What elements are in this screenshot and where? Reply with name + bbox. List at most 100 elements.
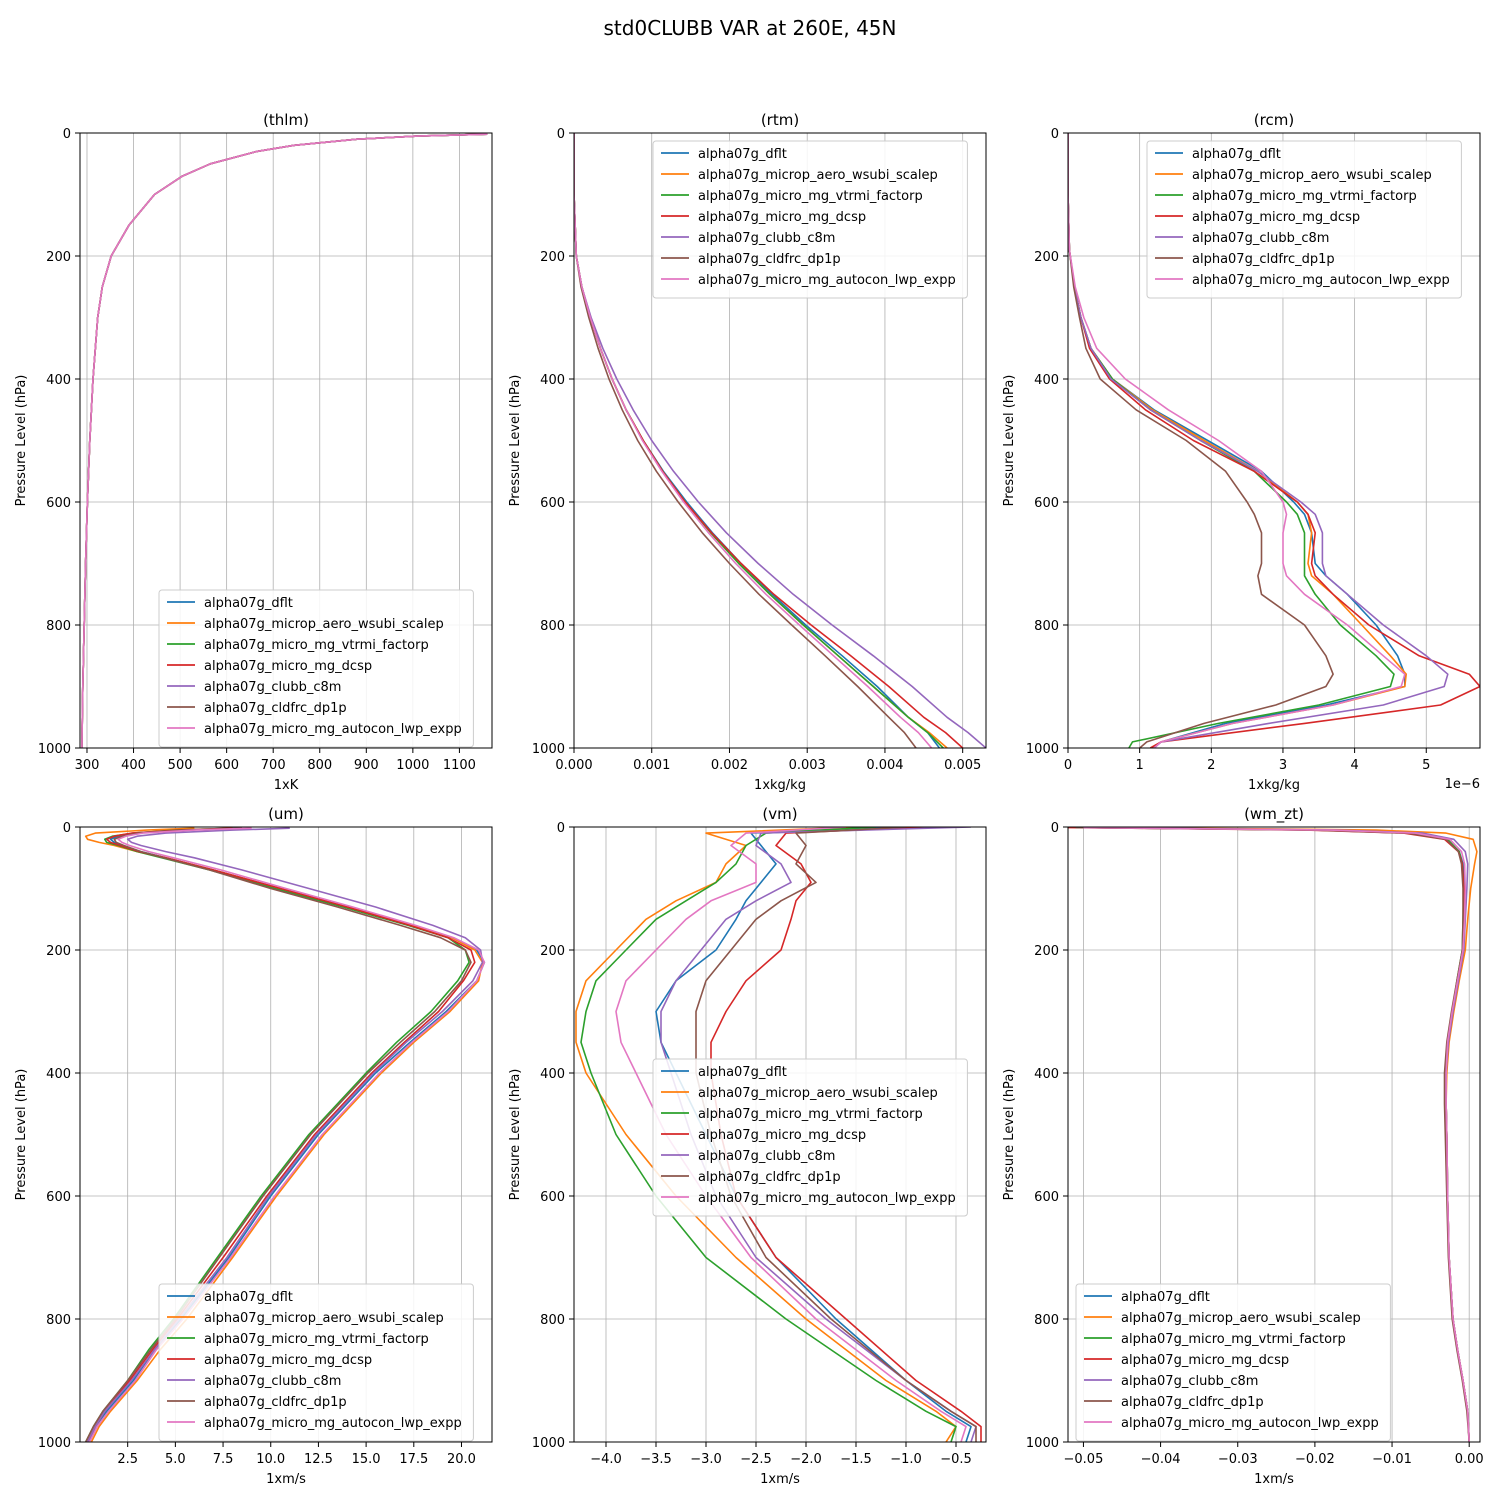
legend: alpha07g_dflt alpha07g_microp_aero_wsubi_…: [158, 589, 474, 748]
x-tick-label: −3.5: [640, 1452, 672, 1467]
legend-entry: alpha07g_micro_mg_vtrmi_factorp: [698, 1107, 923, 1122]
y-tick-label: 1000: [532, 742, 565, 757]
x-tick-label: −3.0: [690, 1452, 722, 1467]
axes-frame: [573, 826, 987, 1443]
y-tick-label: 1000: [532, 1436, 565, 1451]
legend-entry: alpha07g_micro_mg_vtrmi_factorp: [698, 189, 923, 204]
y-axis-label: Pressure Level (hPa): [14, 1069, 29, 1201]
x-tick-label: 1: [1136, 758, 1144, 773]
axes-frame: [1067, 826, 1481, 1443]
x-tick-label: 0.003: [789, 758, 826, 773]
x-tick-label: −0.01: [1372, 1452, 1412, 1467]
x-tick-label: 300: [75, 758, 100, 773]
y-tick-label: 400: [1034, 1067, 1059, 1082]
x-tick-label: 400: [121, 758, 146, 773]
legend-entry: alpha07g_micro_mg_vtrmi_factorp: [1192, 189, 1417, 204]
y-tick-label: 0: [1051, 821, 1059, 836]
y-tick-label: 600: [1034, 1190, 1059, 1205]
subplot-1: 0.000 0.001 0.002 0.003 0.004 0.005 0 200 400 600…: [508, 111, 987, 793]
series-line-3: [710, 827, 982, 1442]
y-tick-label: 0: [63, 821, 71, 836]
y-tick-label: 800: [46, 1313, 71, 1328]
legend-box: [1146, 140, 1462, 299]
x-tick-label: 5: [1422, 758, 1430, 773]
legend-entry: alpha07g_dflt: [1192, 147, 1281, 162]
x-tick-label: 15.0: [352, 1452, 381, 1467]
y-tick-label: 400: [540, 1067, 565, 1082]
legend-entry: alpha07g_microp_aero_wsubi_scalep: [1192, 168, 1432, 183]
series-line-5: [695, 827, 977, 1442]
y-axis-label: Pressure Level (hPa): [508, 1069, 523, 1201]
y-tick-label: 400: [46, 373, 71, 388]
x-tick-label: −0.05: [1064, 1452, 1104, 1467]
subplot-title: (vm): [762, 805, 797, 823]
x-axis-label: 1xm/s: [1254, 1472, 1294, 1487]
subplot-2: 0 1 2 3 4 5 0 200 400 600 800 1000 (rcm) 1xkg/kg Press…: [1002, 111, 1481, 793]
y-tick-label: 200: [1034, 944, 1059, 959]
y-tick-label: 0: [557, 127, 565, 142]
legend-entry: alpha07g_micro_mg_dcsp: [204, 659, 372, 674]
axes-frame: [79, 826, 493, 1443]
legend-entry: alpha07g_microp_aero_wsubi_scalep: [204, 617, 444, 632]
legend-entry: alpha07g_micro_mg_autocon_lwp_expp: [698, 273, 956, 288]
y-tick-label: 600: [540, 496, 565, 511]
x-tick-label: 4: [1350, 758, 1358, 773]
x-tick-label: 0: [1064, 758, 1072, 773]
x-tick-label: 700: [261, 758, 286, 773]
x-axis-label: 1xm/s: [266, 1472, 306, 1487]
legend-entry: alpha07g_cldfrc_dp1p: [204, 1395, 347, 1410]
x-axis-label: 1xkg/kg: [754, 778, 806, 793]
x-axis-label: 1xkg/kg: [1248, 778, 1300, 793]
y-tick-label: 0: [63, 127, 71, 142]
legend-entry: alpha07g_dflt: [1121, 1290, 1210, 1305]
x-tick-label: −0.03: [1218, 1452, 1258, 1467]
x-tick-label: 20.0: [447, 1452, 476, 1467]
series-line-5: [574, 133, 917, 748]
x-tick-label: 12.5: [304, 1452, 333, 1467]
x-tick-label: 5.0: [165, 1452, 186, 1467]
axes-frame: [79, 132, 493, 749]
y-tick-label: 800: [540, 619, 565, 634]
x-tick-label: 1000: [396, 758, 429, 773]
legend-entry: alpha07g_clubb_c8m: [698, 231, 835, 246]
legend-entry: alpha07g_micro_mg_autocon_lwp_expp: [698, 1191, 956, 1206]
series-line-6: [615, 827, 967, 1442]
legend-box: [158, 1283, 474, 1442]
series-line-6: [1083, 827, 1470, 1442]
y-axis-label: Pressure Level (hPa): [1002, 375, 1017, 507]
subplot-3: 2.5 5.0 7.5 10.0 12.5 15.0 17.5 20.0 0 200 400 600 8…: [14, 805, 493, 1487]
subplot-title: (wm_zt): [1244, 805, 1304, 824]
legend-entry: alpha07g_microp_aero_wsubi_scalep: [698, 1086, 938, 1101]
legend-entry: alpha07g_dflt: [204, 596, 293, 611]
x-tick-label: 0.00: [1455, 1452, 1484, 1467]
legend-entry: alpha07g_micro_mg_dcsp: [1121, 1353, 1289, 1368]
legend-entry: alpha07g_cldfrc_dp1p: [1192, 252, 1335, 267]
legend: alpha07g_dflt alpha07g_microp_aero_wsubi_…: [652, 1058, 968, 1217]
legend-box: [652, 1058, 968, 1217]
legend-entry: alpha07g_microp_aero_wsubi_scalep: [204, 1311, 444, 1326]
subplot-4: −4.0 −3.5 −3.0 −2.5 −2.0 −1.5 −1.0 −0.5 0 200 400 6…: [508, 805, 987, 1487]
legend-entry: alpha07g_dflt: [698, 1065, 787, 1080]
legend-entry: alpha07g_micro_mg_autocon_lwp_expp: [204, 722, 462, 737]
axis-offset-label: 1e−6: [1445, 777, 1480, 792]
x-tick-label: −0.04: [1141, 1452, 1181, 1467]
legend-entry: alpha07g_micro_mg_autocon_lwp_expp: [1192, 273, 1450, 288]
legend-entry: alpha07g_micro_mg_vtrmi_factorp: [204, 1332, 429, 1347]
legend-box: [1075, 1283, 1391, 1442]
x-axis-label: 1xK: [274, 778, 299, 793]
subplot-title: (thlm): [263, 111, 309, 129]
x-tick-label: 0.004: [866, 758, 903, 773]
y-tick-label: 200: [46, 944, 71, 959]
legend-entry: alpha07g_cldfrc_dp1p: [698, 252, 841, 267]
y-axis-label: Pressure Level (hPa): [1002, 1069, 1017, 1201]
legend-entry: alpha07g_microp_aero_wsubi_scalep: [698, 168, 938, 183]
legend-entry: alpha07g_dflt: [204, 1290, 293, 1305]
subplot-title: (rtm): [761, 111, 799, 129]
legend-entry: alpha07g_micro_mg_autocon_lwp_expp: [204, 1416, 462, 1431]
legend-entry: alpha07g_clubb_c8m: [204, 680, 341, 695]
subplot-title: (rcm): [1254, 111, 1294, 129]
y-tick-label: 400: [540, 373, 565, 388]
x-tick-label: −0.5: [940, 1452, 972, 1467]
axes-frame: [573, 132, 987, 749]
